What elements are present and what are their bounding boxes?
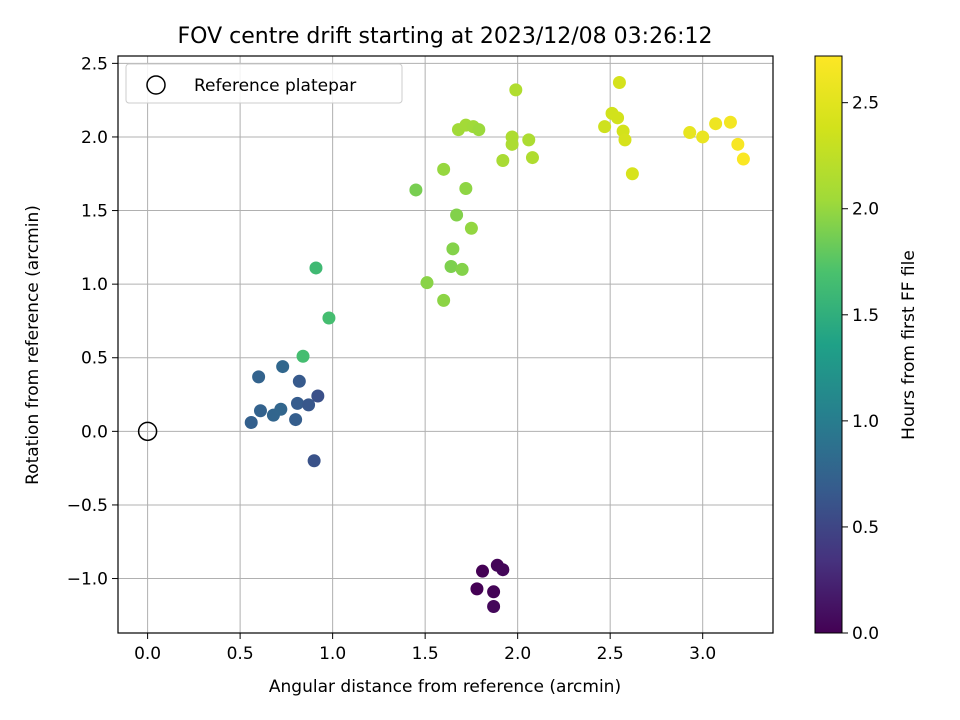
data-point	[302, 398, 316, 412]
data-point	[252, 370, 266, 384]
data-point	[244, 416, 258, 430]
data-point	[437, 293, 451, 307]
data-point	[683, 126, 697, 140]
x-tick-label: 0.5	[227, 644, 254, 664]
data-point	[496, 563, 510, 577]
data-point	[309, 261, 323, 275]
y-tick-label: 1.0	[81, 275, 108, 295]
data-point	[446, 242, 460, 256]
y-tick-label: 2.0	[81, 128, 108, 148]
data-point	[505, 137, 519, 151]
x-tick-label: 3.0	[689, 644, 716, 664]
y-axis: −1.0 −0.5 0.0 0.5 1.0 1.5 2.0 2.5	[67, 54, 118, 590]
data-point	[611, 111, 625, 125]
y-tick-label: 0.5	[81, 349, 108, 369]
data-point	[289, 413, 303, 427]
colorbar-tick-label: 2.5	[852, 94, 879, 114]
colorbar: 0.0 0.5 1.0 1.5 2.0 2.5 Hours from first FF f…	[814, 55, 919, 644]
colorbar-tick-label: 0.0	[852, 624, 879, 644]
data-point	[472, 123, 486, 137]
data-points	[244, 75, 750, 614]
data-point	[470, 582, 484, 596]
y-tick-label: −1.0	[67, 570, 108, 590]
data-point	[420, 276, 434, 290]
data-point	[731, 137, 745, 151]
colorbar-tick-label: 1.5	[852, 306, 879, 326]
data-point	[274, 402, 288, 416]
data-point	[525, 151, 539, 165]
colorbar-ticks: 0.0 0.5 1.0 1.5 2.0 2.5	[842, 94, 879, 644]
data-point	[292, 374, 306, 388]
legend-label: Reference platepar	[194, 76, 356, 96]
y-tick-label: 1.5	[81, 202, 108, 222]
data-point	[625, 167, 639, 181]
colorbar-tick-label: 1.0	[852, 412, 879, 432]
data-point	[444, 259, 458, 273]
data-point	[459, 181, 473, 195]
colorbar-tick-label: 0.5	[852, 518, 879, 538]
legend-box	[125, 63, 403, 104]
data-point	[476, 564, 490, 578]
data-point	[487, 600, 501, 614]
plot-area-frame	[117, 55, 774, 634]
colorbar-gradient	[814, 55, 843, 634]
data-point	[464, 221, 478, 235]
data-point	[253, 404, 267, 418]
data-point	[736, 152, 750, 166]
data-point	[450, 208, 464, 222]
chart-title: FOV centre drift starting at 2023/12/08 …	[178, 24, 713, 49]
data-point	[322, 311, 336, 325]
data-point	[487, 585, 501, 599]
data-point	[618, 133, 632, 147]
data-point	[409, 183, 423, 197]
y-tick-label: 2.5	[81, 54, 108, 74]
data-point	[290, 396, 304, 410]
x-tick-label: 0.0	[134, 644, 161, 664]
x-tick-label: 1.0	[319, 644, 346, 664]
x-tick-label: 1.5	[412, 644, 439, 664]
legend-marker-icon	[146, 75, 166, 95]
grid	[118, 56, 773, 633]
colorbar-tick-label: 2.0	[852, 200, 879, 220]
data-point	[455, 262, 469, 276]
x-tick-label: 2.0	[504, 644, 531, 664]
y-tick-label: −0.5	[67, 496, 108, 516]
data-point	[496, 154, 510, 168]
data-point	[296, 349, 310, 363]
y-axis-label: Rotation from reference (arcmin)	[23, 205, 43, 485]
data-point	[598, 120, 612, 134]
y-tick-label: 0.0	[81, 422, 108, 442]
data-point	[612, 75, 626, 89]
data-point	[509, 83, 523, 97]
x-axis-label: Angular distance from reference (arcmin)	[269, 677, 621, 697]
data-point	[522, 133, 536, 147]
reference-platepar-marker	[137, 421, 158, 442]
legend: Reference platepar	[125, 63, 403, 104]
x-axis: 0.0 0.5 1.0 1.5 2.0 2.5 3.0	[134, 633, 716, 664]
data-point	[307, 454, 321, 468]
data-point	[696, 130, 710, 144]
data-point	[311, 389, 325, 403]
data-point	[723, 115, 737, 129]
data-point	[709, 117, 723, 131]
x-tick-label: 2.5	[597, 644, 624, 664]
data-point	[276, 360, 290, 374]
data-point	[437, 162, 451, 176]
colorbar-label: Hours from first FF file	[899, 250, 919, 440]
